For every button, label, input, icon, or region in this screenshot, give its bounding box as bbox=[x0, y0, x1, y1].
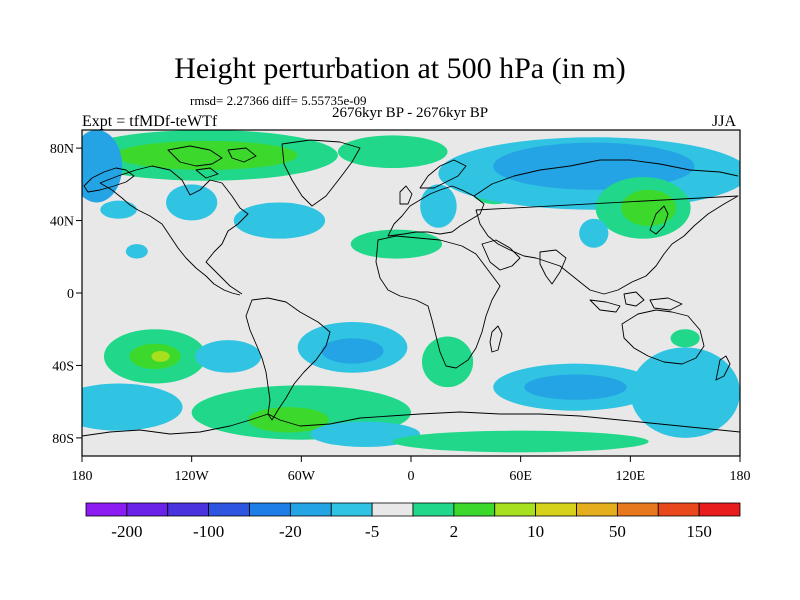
coastline-south-america bbox=[245, 297, 331, 421]
coastline-madagascar bbox=[489, 325, 503, 353]
coastline-uk bbox=[399, 185, 413, 205]
colorbar-swatch bbox=[616, 502, 659, 517]
lat-tick-label: 40N bbox=[50, 215, 74, 230]
colorbar-swatch bbox=[126, 502, 169, 517]
anomaly-contour-19 bbox=[151, 350, 170, 362]
anomaly-contour-31 bbox=[392, 430, 649, 453]
lat-tick-label: 0 bbox=[67, 287, 74, 302]
anomaly-contour-2 bbox=[82, 130, 123, 203]
anomaly-contour-5 bbox=[233, 202, 326, 239]
coastlines bbox=[82, 139, 740, 437]
coastline-india bbox=[539, 249, 567, 285]
coastline-new-zealand bbox=[715, 355, 731, 381]
chart-title: Height perturbation at 500 hPa (in m) bbox=[174, 52, 626, 85]
lon-tick-label: 120E bbox=[616, 469, 646, 484]
anomaly-contour-27 bbox=[82, 383, 183, 431]
anomaly-contour-25 bbox=[524, 374, 627, 400]
coastline-africa bbox=[375, 235, 501, 369]
period-text: 2676kyr BP - 2676kyr BP bbox=[331, 105, 489, 121]
colorbar-swatch bbox=[576, 502, 618, 517]
coastline-australia bbox=[621, 309, 705, 365]
colorbar-swatch bbox=[289, 502, 332, 517]
colorbar-label: 50 bbox=[609, 522, 626, 541]
lat-tick-label: 40S bbox=[52, 359, 74, 374]
coastline-asia bbox=[473, 159, 739, 295]
anomaly-contour-6 bbox=[100, 200, 137, 219]
lon-tick-label: 180 bbox=[72, 469, 93, 484]
anomaly-contour-30 bbox=[310, 421, 421, 447]
colorbar-label: 10 bbox=[527, 522, 544, 541]
stats-text: rmsd= 2.27366 diff= 5.55735e-09 bbox=[190, 93, 367, 108]
colorbar-swatch bbox=[494, 502, 537, 517]
anomaly-contour-13 bbox=[621, 189, 677, 226]
colorbar-label: -100 bbox=[193, 522, 224, 541]
anomaly-contour-14 bbox=[579, 218, 609, 248]
anomaly-contour-26 bbox=[630, 347, 740, 438]
lat-tick-label: 80N bbox=[50, 142, 74, 157]
anomaly-contour-20 bbox=[195, 340, 262, 373]
colorbar-swatch bbox=[698, 502, 741, 517]
season-label: JJA bbox=[712, 113, 737, 130]
coastline-arabia bbox=[481, 239, 521, 271]
colorbar-label: 150 bbox=[686, 522, 712, 541]
colorbar-swatch bbox=[208, 502, 250, 517]
lon-tick-label: 180 bbox=[730, 469, 751, 484]
colorbar: -200 -100 -20 -5 2 10 50 150 bbox=[85, 502, 741, 541]
anomaly-contour-1 bbox=[114, 140, 298, 170]
coastline-alaska bbox=[83, 167, 135, 193]
colorbar-swatch bbox=[371, 502, 414, 517]
coastline-japan bbox=[649, 205, 669, 235]
anomaly-contour-23 bbox=[421, 336, 474, 388]
colorbar-label: -200 bbox=[111, 522, 142, 541]
anomaly-contour-4 bbox=[166, 184, 218, 221]
lon-tick-label: 0 bbox=[408, 469, 415, 484]
colorbar-label: 2 bbox=[450, 522, 459, 541]
axis-ticks: 80N 40N 0 40S 80S 180 120W 60W 0 60E 120E 180 bbox=[50, 142, 751, 484]
colorbar-swatch bbox=[453, 502, 496, 517]
coastline-arctic-islands bbox=[167, 145, 257, 179]
anomaly-contour-22 bbox=[321, 338, 384, 364]
lon-tick-label: 60E bbox=[509, 469, 532, 484]
colorbar-swatch bbox=[412, 502, 455, 517]
lon-tick-label: 60W bbox=[288, 469, 316, 484]
coastline-north-america bbox=[99, 165, 249, 296]
colorbar-swatch bbox=[249, 502, 291, 517]
colorbar-swatch bbox=[657, 502, 700, 517]
anomaly-contour-7 bbox=[125, 244, 148, 259]
colorbar-swatch bbox=[85, 502, 128, 517]
anomaly-contour-8 bbox=[420, 184, 457, 228]
coastline-europe bbox=[387, 159, 485, 237]
colorbar-swatch bbox=[330, 502, 373, 517]
coastline-antarctica bbox=[82, 411, 740, 437]
anomaly-contour-3 bbox=[337, 135, 448, 169]
anomaly-field bbox=[82, 130, 740, 453]
lat-tick-label: 80S bbox=[52, 432, 74, 447]
colorbar-swatch bbox=[535, 502, 577, 517]
colorbar-swatch bbox=[167, 502, 210, 517]
colorbar-label: -5 bbox=[365, 522, 379, 541]
lon-tick-label: 120W bbox=[175, 469, 210, 484]
anomaly-contour-16 bbox=[670, 329, 700, 348]
coastline-greenland bbox=[281, 139, 361, 207]
coastline-indonesia bbox=[589, 291, 683, 313]
colorbar-label: -20 bbox=[279, 522, 302, 541]
experiment-label: Expt = tfMDf-teWTf bbox=[82, 113, 218, 130]
anomaly-contour-15 bbox=[350, 229, 443, 259]
